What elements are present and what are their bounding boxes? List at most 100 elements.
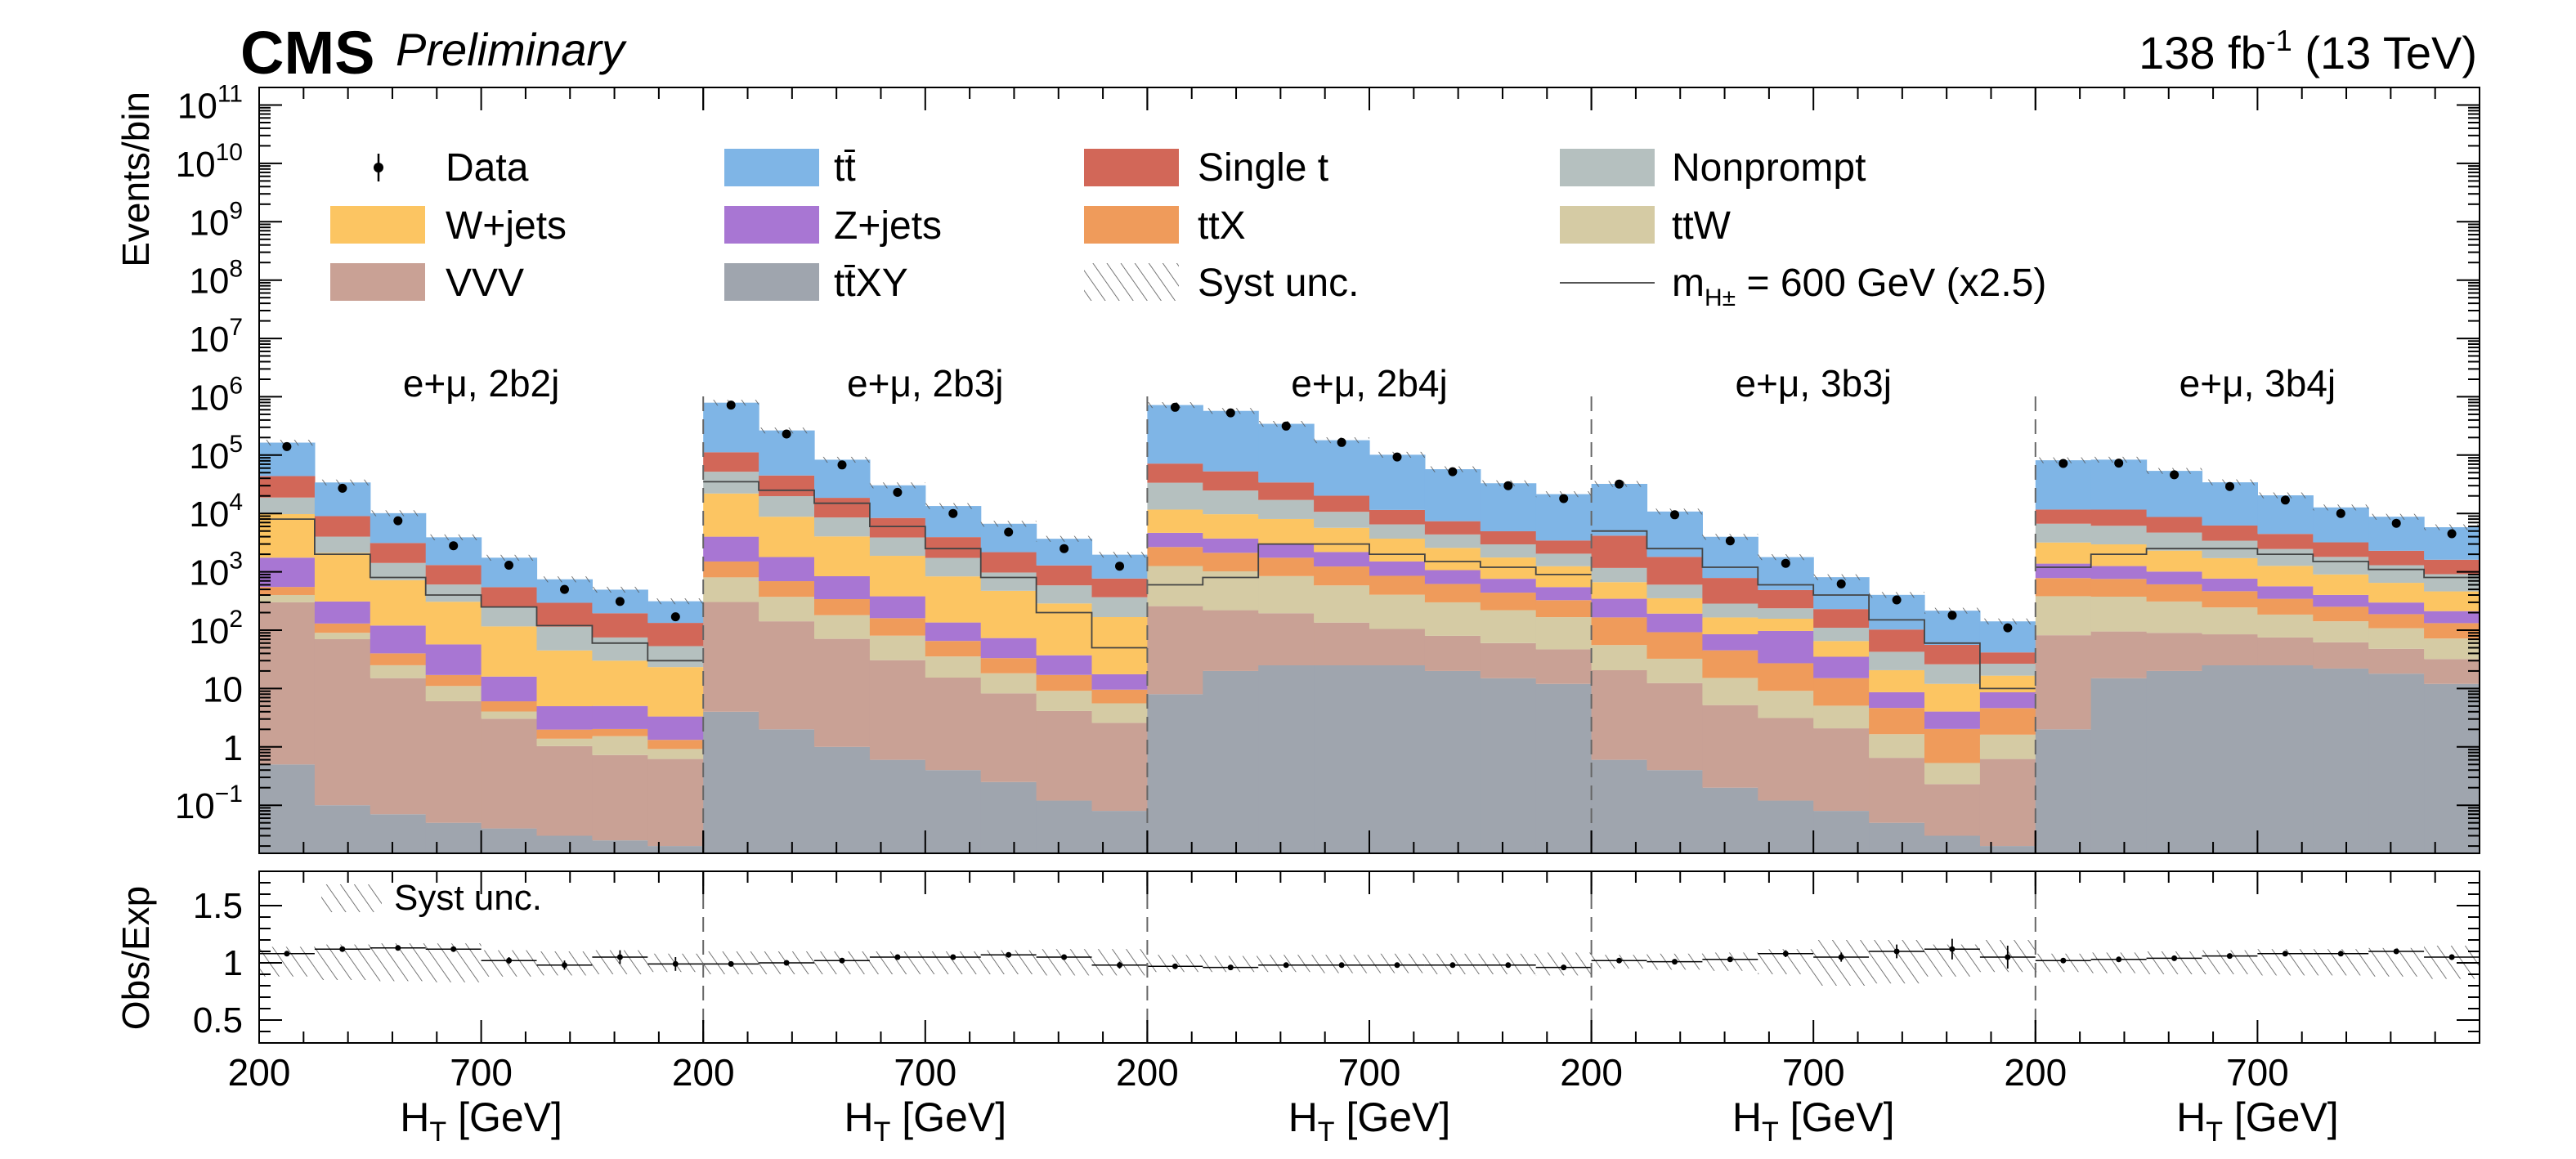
bar-nonprompt-r0-b4 (481, 607, 538, 627)
data-point-r1-b5 (1004, 527, 1014, 537)
legend-nonprompt-label: Nonprompt (1672, 146, 1866, 190)
bar-ttw-r4-b5 (2313, 621, 2369, 642)
data-point-r4-b7 (2447, 529, 2457, 539)
syst-band-r0-b5 (536, 576, 593, 583)
bar-zjets-r1-b0 (703, 536, 759, 562)
bar-single_t-r1-b4 (925, 537, 982, 558)
bar-zjets-r1-b3 (869, 596, 926, 619)
bar-zjets-r2-b4 (1369, 561, 1426, 576)
x-tick-label-r2: 700 (1338, 1051, 1401, 1094)
bar-wjets-r0-b4 (481, 626, 538, 677)
bar-wjets-r0-b5 (536, 650, 593, 707)
ratio-point-r0-b4 (506, 957, 513, 964)
syst-band-r3-b4 (1813, 574, 1870, 580)
data-point-r0-b5 (560, 584, 569, 594)
bar-zjets-r3-b4 (1813, 656, 1870, 678)
bar-ttxy-r3-b5 (1869, 822, 1925, 853)
data-point-r3-b3 (1781, 558, 1790, 568)
signal-line-r4 (2035, 548, 2480, 579)
ratio-point-r1-b4 (950, 954, 956, 960)
ratio-tick-label: 0.5 (193, 1000, 243, 1040)
data-point-r3-b4 (1836, 579, 1846, 588)
ratio-syst-r4-b2 (2146, 951, 2202, 974)
bar-vvv-r2-b7 (1535, 649, 1593, 684)
bar-nonprompt-r1-b2 (814, 517, 871, 537)
syst-band-r1-b7 (1091, 552, 1148, 558)
data-point-r0-b7 (670, 612, 680, 622)
experiment-label: CMS (240, 19, 374, 87)
bar-nonprompt-r1-b7 (1091, 597, 1148, 617)
bar-ttxy-r1-b5 (980, 781, 1037, 853)
bar-single_t-r2-b7 (1535, 540, 1593, 554)
bar-single_t-r2-b0 (1147, 463, 1203, 483)
bar-ttbar-r2-b2 (1258, 423, 1315, 483)
ratio-point-r4-b7 (2448, 954, 2455, 960)
bar-ttxy-r1-b2 (814, 746, 871, 853)
data-point-r3-b5 (1892, 595, 1902, 605)
bar-vvv-r3-b2 (1702, 705, 1758, 788)
legend-syst-swatch (1084, 263, 1179, 301)
bar-zjets-r3-b1 (1646, 613, 1703, 633)
bar-ttw-r0-b5 (536, 738, 593, 746)
bar-zjets-r2-b7 (1535, 587, 1593, 601)
bar-nonprompt-r3-b2 (1702, 603, 1758, 618)
region-label-r0: e+μ, 2b2j (403, 362, 559, 405)
bar-vvv-r0-b1 (314, 639, 371, 806)
bar-nonprompt-r2-b2 (1258, 499, 1315, 519)
bar-ttw-r4-b6 (2368, 628, 2425, 649)
bar-ttxy-r0-b6 (592, 840, 648, 853)
status-label: Preliminary (396, 24, 627, 75)
x-tick-label-r3: 700 (1782, 1051, 1845, 1094)
bar-wjets-r3-b1 (1646, 597, 1703, 614)
bar-single_t-r0-b0 (259, 476, 316, 498)
bar-ttxy-r3-b1 (1646, 770, 1703, 853)
legend-signal-label: mH± = 600 GeV (x2.5) (1672, 262, 2046, 311)
bar-wjets-r4-b2 (2146, 550, 2203, 572)
bar-wjets-r1-b1 (759, 517, 815, 557)
bar-zjets-r3-b6 (1924, 711, 1981, 729)
bar-vvv-r1-b2 (814, 638, 871, 747)
bar-wjets-r2-b7 (1535, 566, 1593, 588)
bar-single_t-r1-b3 (869, 517, 926, 538)
bar-ttx-r1-b5 (980, 658, 1037, 673)
ratio-point-r2-b0 (1172, 963, 1178, 969)
y-axis-title: Events/bin (114, 92, 157, 267)
ratio-point-r1-b3 (894, 954, 901, 960)
legend-single-t-label: Single t (1198, 146, 1328, 190)
ratio-point-r0-b0 (284, 951, 290, 957)
legend-vvv-label: VVV (446, 262, 524, 305)
bar-ttx-r1-b6 (1036, 674, 1093, 691)
bar-ttxy-r4-b0 (2035, 729, 2092, 853)
legend-wjets-swatch (330, 206, 425, 244)
ratio-point-r1-b1 (783, 960, 790, 966)
bar-ttxy-r0-b5 (536, 835, 593, 853)
data-point-r0-b1 (338, 483, 347, 493)
bar-vvv-r4-b1 (2090, 631, 2148, 678)
bar-zjets-r2-b5 (1424, 570, 1481, 584)
bar-ttx-r0-b0 (259, 587, 316, 595)
bar-nonprompt-r0-b6 (592, 637, 648, 661)
y-tick-label: 10−1 (175, 781, 243, 826)
bar-ttxy-r4-b6 (2368, 673, 2425, 853)
bar-ttxy-r0-b4 (481, 828, 538, 853)
ratio-point-r4-b2 (2171, 955, 2178, 961)
bar-vvv-r1-b7 (1091, 723, 1148, 812)
bar-wjets-r3-b3 (1758, 619, 1814, 631)
bar-ttx-r4-b0 (2035, 578, 2092, 597)
bar-vvv-r1-b0 (703, 602, 759, 712)
bar-wjets-r2-b2 (1258, 518, 1315, 544)
bar-ttx-r3-b7 (1979, 708, 2036, 735)
bar-vvv-r2-b2 (1258, 613, 1315, 665)
data-point-r4-b5 (2336, 508, 2345, 518)
bar-nonprompt-r2-b3 (1314, 512, 1370, 528)
legend-ttbar-label: tt̄ (834, 146, 856, 190)
bar-ttbar-r4-b0 (2035, 460, 2092, 510)
bar-vvv-r0-b6 (592, 754, 648, 841)
bar-wjets-r2-b1 (1203, 514, 1259, 539)
bar-ttw-r3-b0 (1591, 645, 1648, 670)
bar-ttx-r3-b3 (1758, 663, 1814, 691)
bar-nonprompt-r3-b0 (1591, 567, 1648, 583)
bar-single_t-r3-b0 (1591, 535, 1648, 568)
bar-nonprompt-r1-b4 (925, 557, 982, 577)
bar-ttxy-r4-b5 (2313, 668, 2369, 853)
